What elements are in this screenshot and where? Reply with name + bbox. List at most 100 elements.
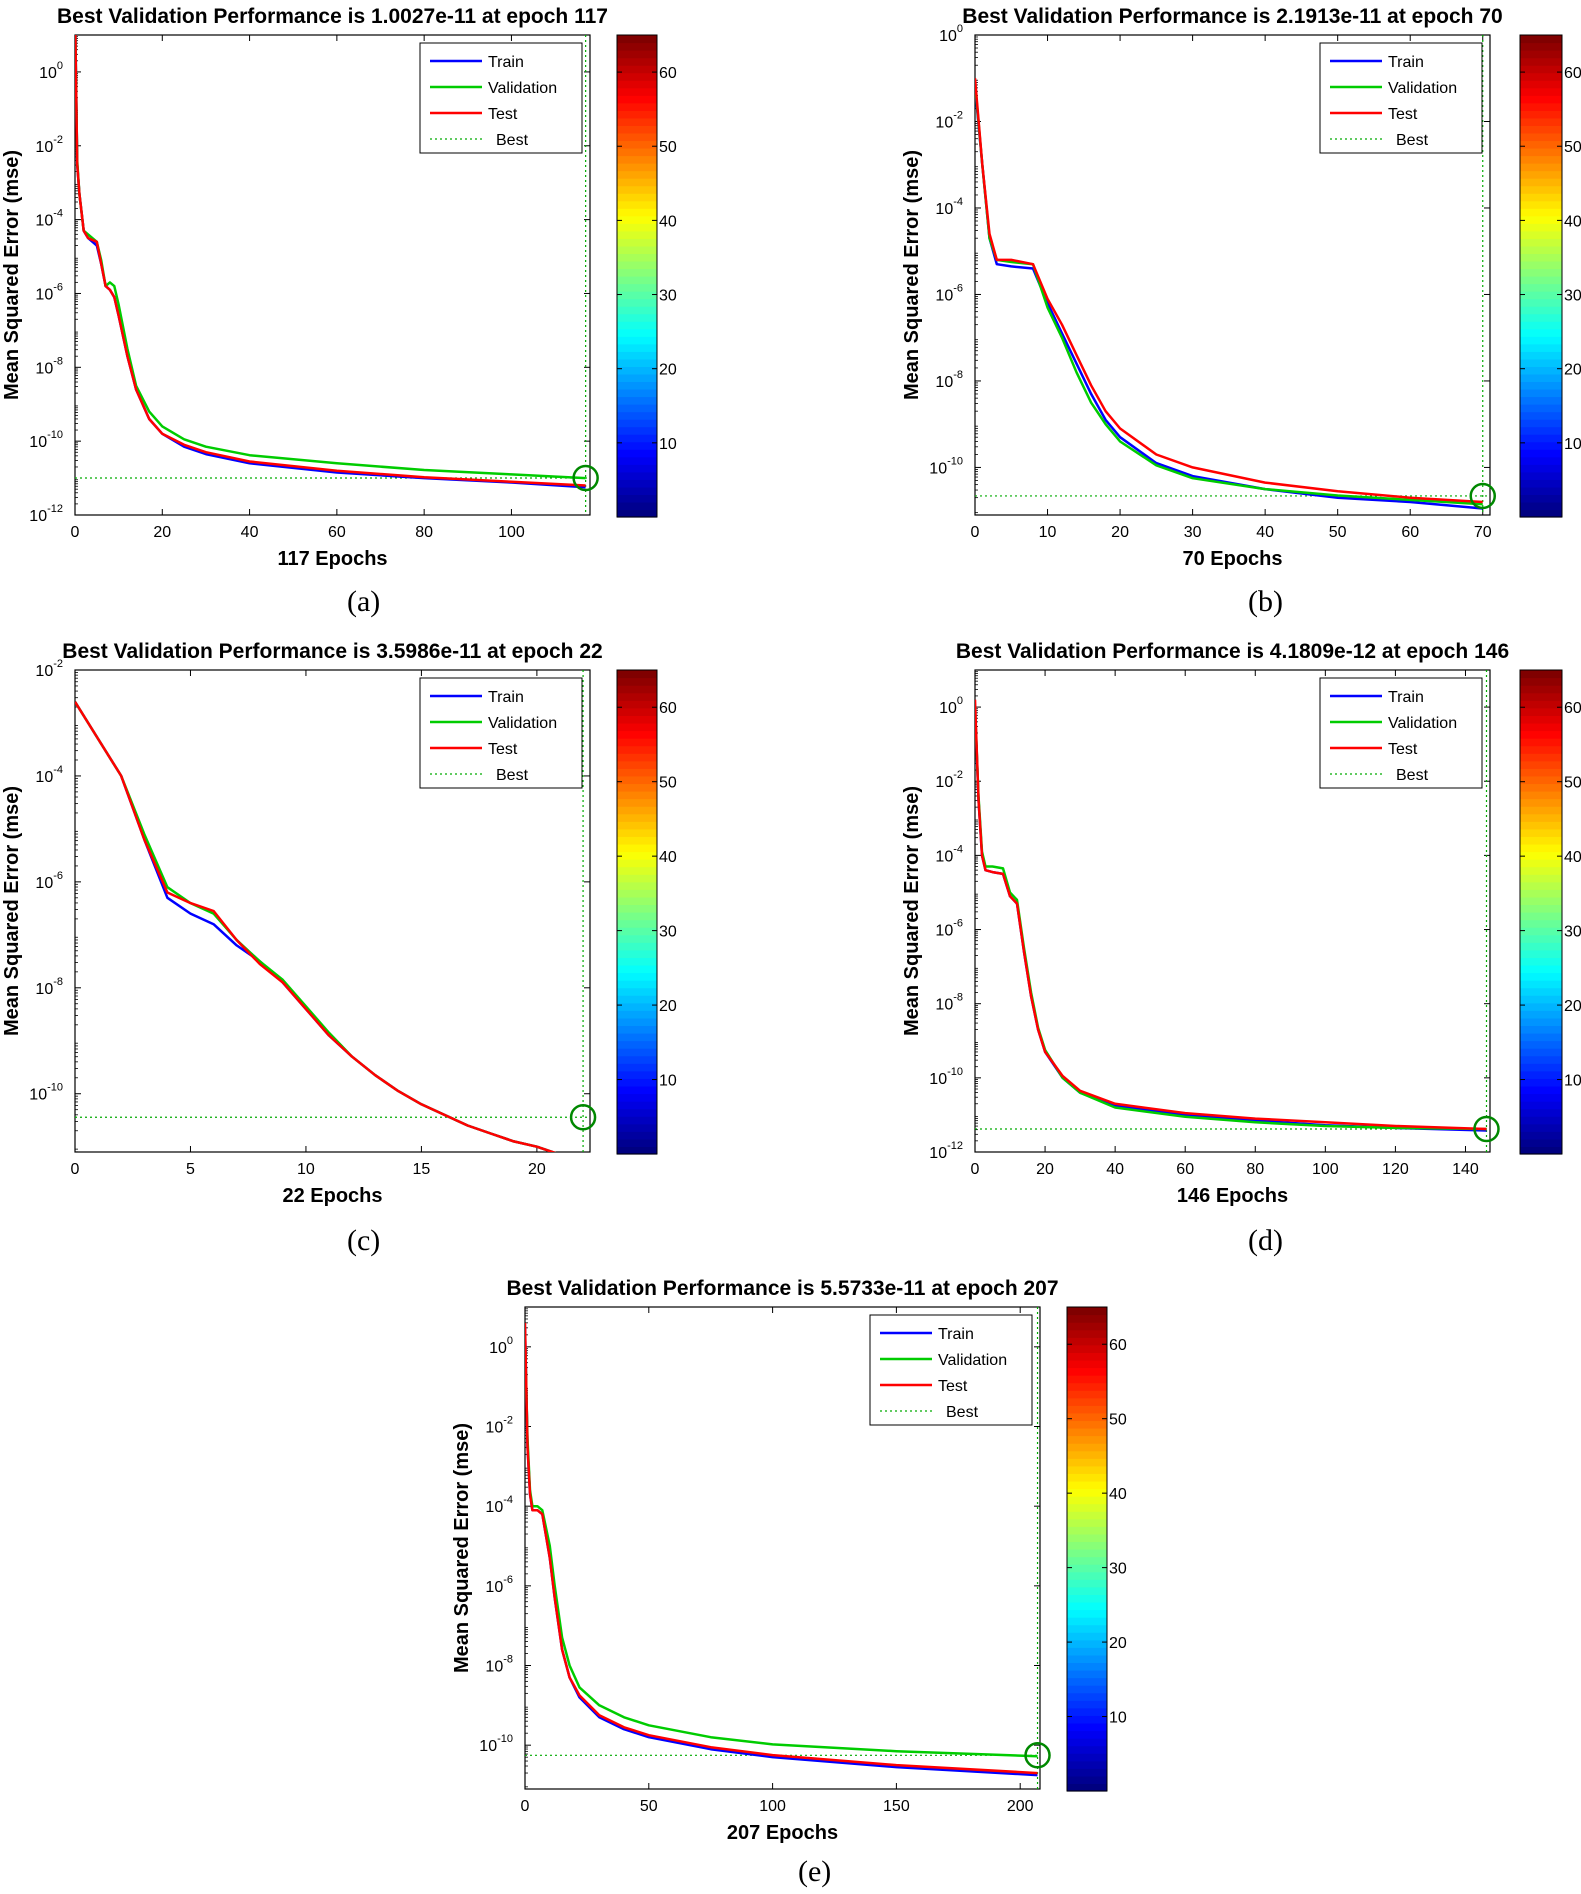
x-tick-label: 80 [1246,1161,1264,1178]
x-tick-label: 0 [971,1161,980,1178]
colorbar-tick-label: 60 [1564,700,1581,717]
colorbar-tick-label: 10 [1564,1073,1581,1090]
x-tick-label: 200 [1007,1798,1034,1815]
chart-svg-a: Best Validation Performance is 1.0027e-1… [1,5,677,570]
x-tick-label: 60 [328,524,346,541]
x-tick-label: 40 [1106,1161,1124,1178]
legend-entry-best: Best [1396,132,1429,149]
colorbar-tick-label: 60 [659,700,677,717]
legend-entry-test: Test [488,106,518,123]
legend-entry-test: Test [1388,106,1418,123]
colorbar-tick-label: 40 [659,849,677,866]
colorbar-tick-label: 30 [659,288,677,305]
x-tick-label: 40 [241,524,259,541]
x-tick-label: 20 [1036,1161,1054,1178]
best-marker [1473,1115,1500,1143]
legend-entry-best: Best [1396,767,1429,784]
legend-entry-test: Test [1388,741,1418,758]
colorbar-tick-label: 20 [1564,998,1581,1015]
x-tick-label: 50 [640,1798,658,1815]
x-tick-label: 30 [1184,524,1202,541]
y-tick-label: 10-10 [29,429,63,451]
colorbar-tick-label: 40 [659,213,677,230]
legend: Train Validation Test Best [1319,677,1483,789]
y-tick-label: 100 [489,1335,513,1357]
x-tick-label: 15 [413,1161,431,1178]
legend: Train Validation Test Best [419,42,583,154]
legend-entry-validation: Validation [1388,715,1457,732]
y-tick-label: 10-2 [485,1415,513,1437]
colorbar-tick-label: 30 [1564,924,1581,941]
chart-panel-b: Best Validation Performance is 2.1913e-1… [900,0,1581,570]
x-axis-label: 70 Epochs [1182,548,1282,570]
legend-entry-train: Train [1388,54,1424,71]
chart-svg-e: Best Validation Performance is 5.5733e-1… [451,1277,1127,1844]
legend-entry-train: Train [938,1326,974,1343]
legend-entry-best: Best [496,767,529,784]
colorbar-tick-label: 60 [1564,65,1581,82]
colorbar-tick-label: 50 [659,775,677,792]
caption-d: (d) [1248,1224,1283,1257]
colorbar-tick-label: 50 [1109,1412,1127,1429]
colorbar-tick-label: 20 [1109,1635,1127,1652]
y-tick-label: 10-10 [29,1082,63,1104]
y-tick-label: 10-4 [35,764,63,786]
caption-c: (c) [347,1224,381,1257]
legend-entry-validation: Validation [488,80,557,97]
y-tick-label: 10-8 [935,992,963,1014]
legend-entry-best: Best [496,132,529,149]
chart-panel-c: Best Validation Performance is 3.5986e-1… [0,637,677,1207]
caption-b: (b) [1248,585,1283,618]
y-tick-label: 10-8 [935,369,963,391]
legend-entry-train: Train [488,54,524,71]
y-axis-label: Mean Squared Error (mse) [1,150,23,400]
y-axis-label: Mean Squared Error (mse) [901,786,923,1036]
colorbar-tick-label: 20 [1564,362,1581,379]
x-axis-label: 22 Epochs [282,1185,382,1207]
best-marker [1024,1742,1051,1769]
x-axis-label: 207 Epochs [727,1822,838,1844]
chart-svg-c: Best Validation Performance is 3.5986e-1… [1,640,677,1207]
x-tick-label: 5 [186,1161,195,1178]
colorbar: 10 20 30 40 50 60 [1519,34,1581,518]
y-tick-label: 10-6 [935,918,963,940]
colorbar-tick-label: 10 [659,436,677,453]
legend-entry-best: Best [946,1404,979,1421]
chart-title: Best Validation Performance is 1.0027e-1… [57,5,608,28]
legend-entry-test: Test [488,741,518,758]
chart-title: Best Validation Performance is 2.1913e-1… [962,5,1502,28]
x-tick-label: 0 [71,524,80,541]
x-tick-label: 10 [1039,524,1057,541]
x-tick-label: 60 [1176,1161,1194,1178]
legend-entry-train: Train [488,689,524,706]
x-tick-label: 70 [1474,524,1492,541]
legend-entry-validation: Validation [488,715,557,732]
chart-panel-d: Best Validation Performance is 4.1809e-1… [900,637,1581,1207]
colorbar-tick-label: 10 [659,1073,677,1090]
colorbar-tick-label: 50 [1564,139,1581,156]
colorbar-tick-label: 20 [659,998,677,1015]
y-tick-label: 10-6 [935,282,963,304]
best-marker [569,1103,597,1131]
y-tick-label: 10-4 [935,196,963,218]
chart-title: Best Validation Performance is 5.5733e-1… [506,1277,1058,1300]
y-tick-label: 10-8 [485,1654,513,1676]
x-tick-label: 0 [71,1161,80,1178]
legend-entry-validation: Validation [1388,80,1457,97]
y-tick-label: 10-2 [35,134,63,156]
colorbar-tick-label: 30 [659,924,677,941]
x-tick-label: 120 [1382,1161,1409,1178]
y-tick-label: 100 [939,23,963,45]
y-tick-label: 10-4 [485,1494,513,1516]
legend: Train Validation Test Best [869,1314,1033,1426]
y-tick-label: 100 [939,695,963,717]
x-axis-label: 117 Epochs [277,548,387,570]
colorbar-tick-label: 40 [1564,849,1581,866]
y-tick-label: 10-10 [929,1066,963,1088]
y-tick-label: 10-4 [35,208,63,230]
legend-entry-train: Train [1388,689,1424,706]
x-tick-label: 140 [1452,1161,1479,1178]
y-tick-label: 10-10 [929,455,963,477]
colorbar-tick-label: 40 [1564,213,1581,230]
